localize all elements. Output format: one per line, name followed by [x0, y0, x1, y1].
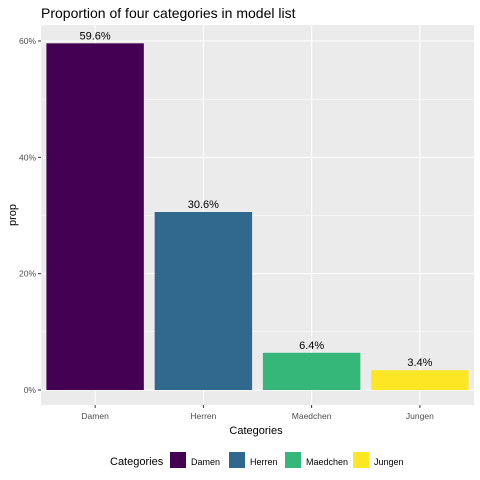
bar-herren [154, 212, 253, 390]
bar-maedchen [262, 352, 361, 390]
chart-title: Proportion of four categories in model l… [41, 5, 296, 21]
legend-label-damen: Damen [191, 457, 220, 467]
bar-damen [46, 43, 144, 391]
x-axis-ticks: Damen Herren Maedchen Jungen [81, 405, 434, 421]
y-axis-ticks: 0% 20% 40% 60% [19, 36, 41, 395]
bars [46, 43, 469, 391]
y-tick-label: 40% [19, 152, 36, 162]
bar-jungen [371, 370, 469, 390]
x-tick-label: Maedchen [292, 411, 332, 421]
legend-key-jungen [353, 452, 369, 468]
legend-items: Damen Herren Maedchen Jungen [170, 452, 404, 468]
legend-key-herren [229, 452, 245, 468]
legend-key-maedchen [285, 452, 301, 468]
x-tick-label: Damen [81, 411, 109, 421]
data-label-maedchen: 6.4% [299, 340, 324, 352]
legend-key-damen [170, 452, 186, 468]
y-tick-label: 20% [19, 269, 36, 279]
y-axis-title: prop [7, 204, 19, 226]
legend-label-maedchen: Maedchen [306, 457, 348, 467]
legend: Categories Damen Herren Maedchen Jungen [110, 452, 404, 468]
legend-title: Categories [110, 456, 164, 468]
y-tick-label: 60% [19, 36, 36, 46]
y-tick-label: 0% [24, 385, 37, 395]
bar-labels: 59.6% 30.6% 6.4% 3.4% [80, 30, 433, 369]
x-tick-label: Jungen [406, 411, 434, 421]
legend-label-herren: Herren [250, 457, 278, 467]
x-axis-title: Categories [229, 425, 283, 437]
data-label-herren: 30.6% [188, 199, 219, 211]
data-label-jungen: 3.4% [407, 357, 432, 369]
data-label-damen: 59.6% [80, 30, 111, 42]
legend-label-jungen: Jungen [374, 457, 404, 467]
x-tick-label: Herren [190, 411, 216, 421]
